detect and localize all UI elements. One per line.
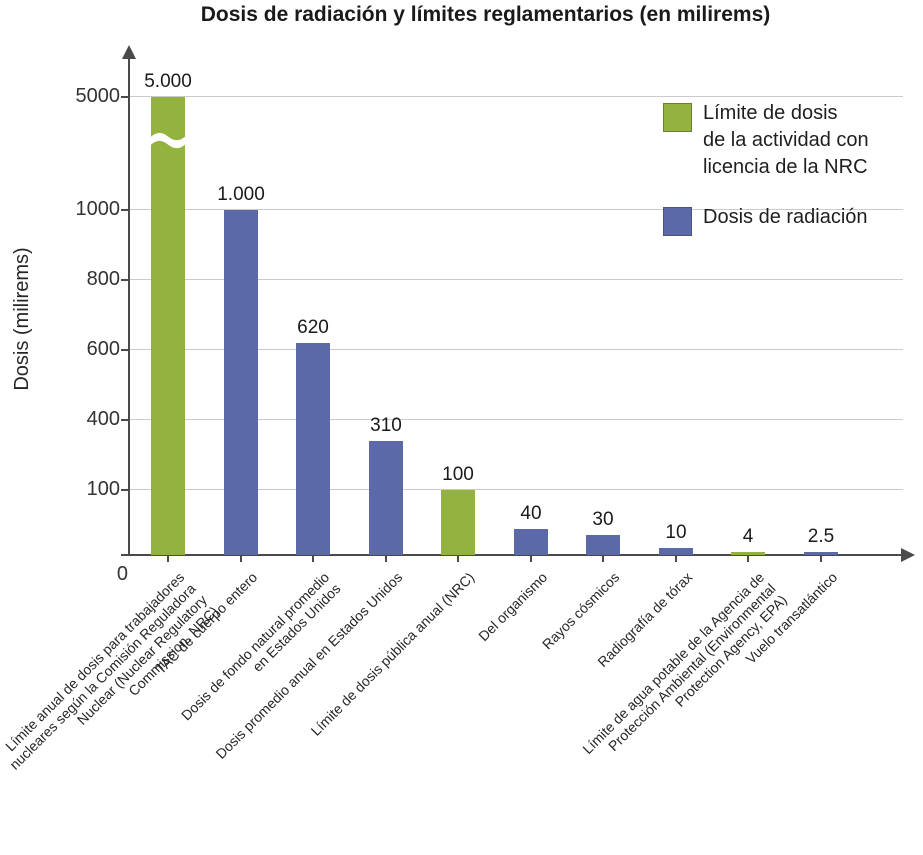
y-tickmark-100 <box>121 489 128 491</box>
bar-2 <box>224 210 258 555</box>
gridline-800 <box>130 279 903 280</box>
y-tickmark-0 <box>121 554 128 556</box>
gridline-5000 <box>130 96 903 97</box>
y-tick-label-400: 400 <box>86 408 120 430</box>
x-axis-line <box>128 554 905 556</box>
gridline-100 <box>130 489 903 490</box>
x-tickmark-5 <box>457 555 459 562</box>
y-tickmark-800 <box>121 279 128 281</box>
y-tick-label-100: 100 <box>86 478 120 500</box>
y-tick-label-800: 800 <box>86 268 120 290</box>
x-tickmark-10 <box>820 555 822 562</box>
x-tickmark-4 <box>385 555 387 562</box>
y-axis-arrow-icon <box>122 45 136 59</box>
x-category-line: Del organismo <box>475 569 551 645</box>
x-axis-arrow-icon <box>901 548 915 562</box>
x-category-label: Del organismo <box>299 569 551 821</box>
gridline-600 <box>130 349 903 350</box>
x-category-line: Protection Agency, EPA) <box>671 591 790 710</box>
y-axis-line <box>128 58 130 556</box>
gridline-1000 <box>130 209 903 210</box>
x-category-line: Límite de agua potable de la Agencia de <box>579 569 768 758</box>
bar-3 <box>296 343 330 555</box>
bar-value-label: 2.5 <box>807 526 835 547</box>
bar-1 <box>151 97 185 555</box>
x-tickmark-7 <box>602 555 604 562</box>
x-tickmark-6 <box>530 555 532 562</box>
x-category-line: Vuelo transatlántico <box>742 569 841 667</box>
chart-title: Dosis de radiación y límites reglamentar… <box>200 3 771 26</box>
y-tickmark-600 <box>121 349 128 351</box>
bar-value-label: 30 <box>592 509 614 530</box>
y-tickmark-400 <box>121 419 128 421</box>
y-tick-label-1000: 1000 <box>75 198 121 220</box>
y-tick-label-5000: 5000 <box>75 85 121 107</box>
bar-value-label: 1.000 <box>217 184 265 205</box>
gridline-400 <box>130 419 903 420</box>
bar-7 <box>586 535 620 555</box>
bar-9 <box>731 552 765 555</box>
bar-value-label: 310 <box>370 415 402 436</box>
y-tick-label-600: 600 <box>86 338 120 360</box>
bar-value-label: 4 <box>742 526 754 547</box>
bar-6 <box>514 529 548 555</box>
x-tickmark-9 <box>747 555 749 562</box>
x-category-label: Límite de dosis pública anual (NRC) <box>226 569 478 821</box>
axis-break-squiggle <box>146 119 190 157</box>
x-category-label: Vuelo transatlántico <box>589 569 841 821</box>
bar-4 <box>369 441 403 555</box>
bar-8 <box>659 548 693 555</box>
x-tickmark-2 <box>240 555 242 562</box>
y-tick-label-0: 0 <box>116 563 128 585</box>
bar-value-label: 620 <box>297 317 329 338</box>
bar-value-label: 5.000 <box>144 71 192 92</box>
bar-value-label: 10 <box>665 522 687 543</box>
bar-value-label: 100 <box>442 464 474 485</box>
x-tickmark-3 <box>312 555 314 562</box>
x-tickmark-1 <box>167 555 169 562</box>
bar-value-label: 40 <box>520 503 542 524</box>
bar-10 <box>804 552 838 555</box>
bar-5 <box>441 490 475 555</box>
y-tickmark-5000 <box>121 96 128 98</box>
x-category-line: Límite de dosis pública anual (NRC) <box>307 569 478 739</box>
y-tickmark-1000 <box>121 209 128 211</box>
x-tickmark-8 <box>675 555 677 562</box>
